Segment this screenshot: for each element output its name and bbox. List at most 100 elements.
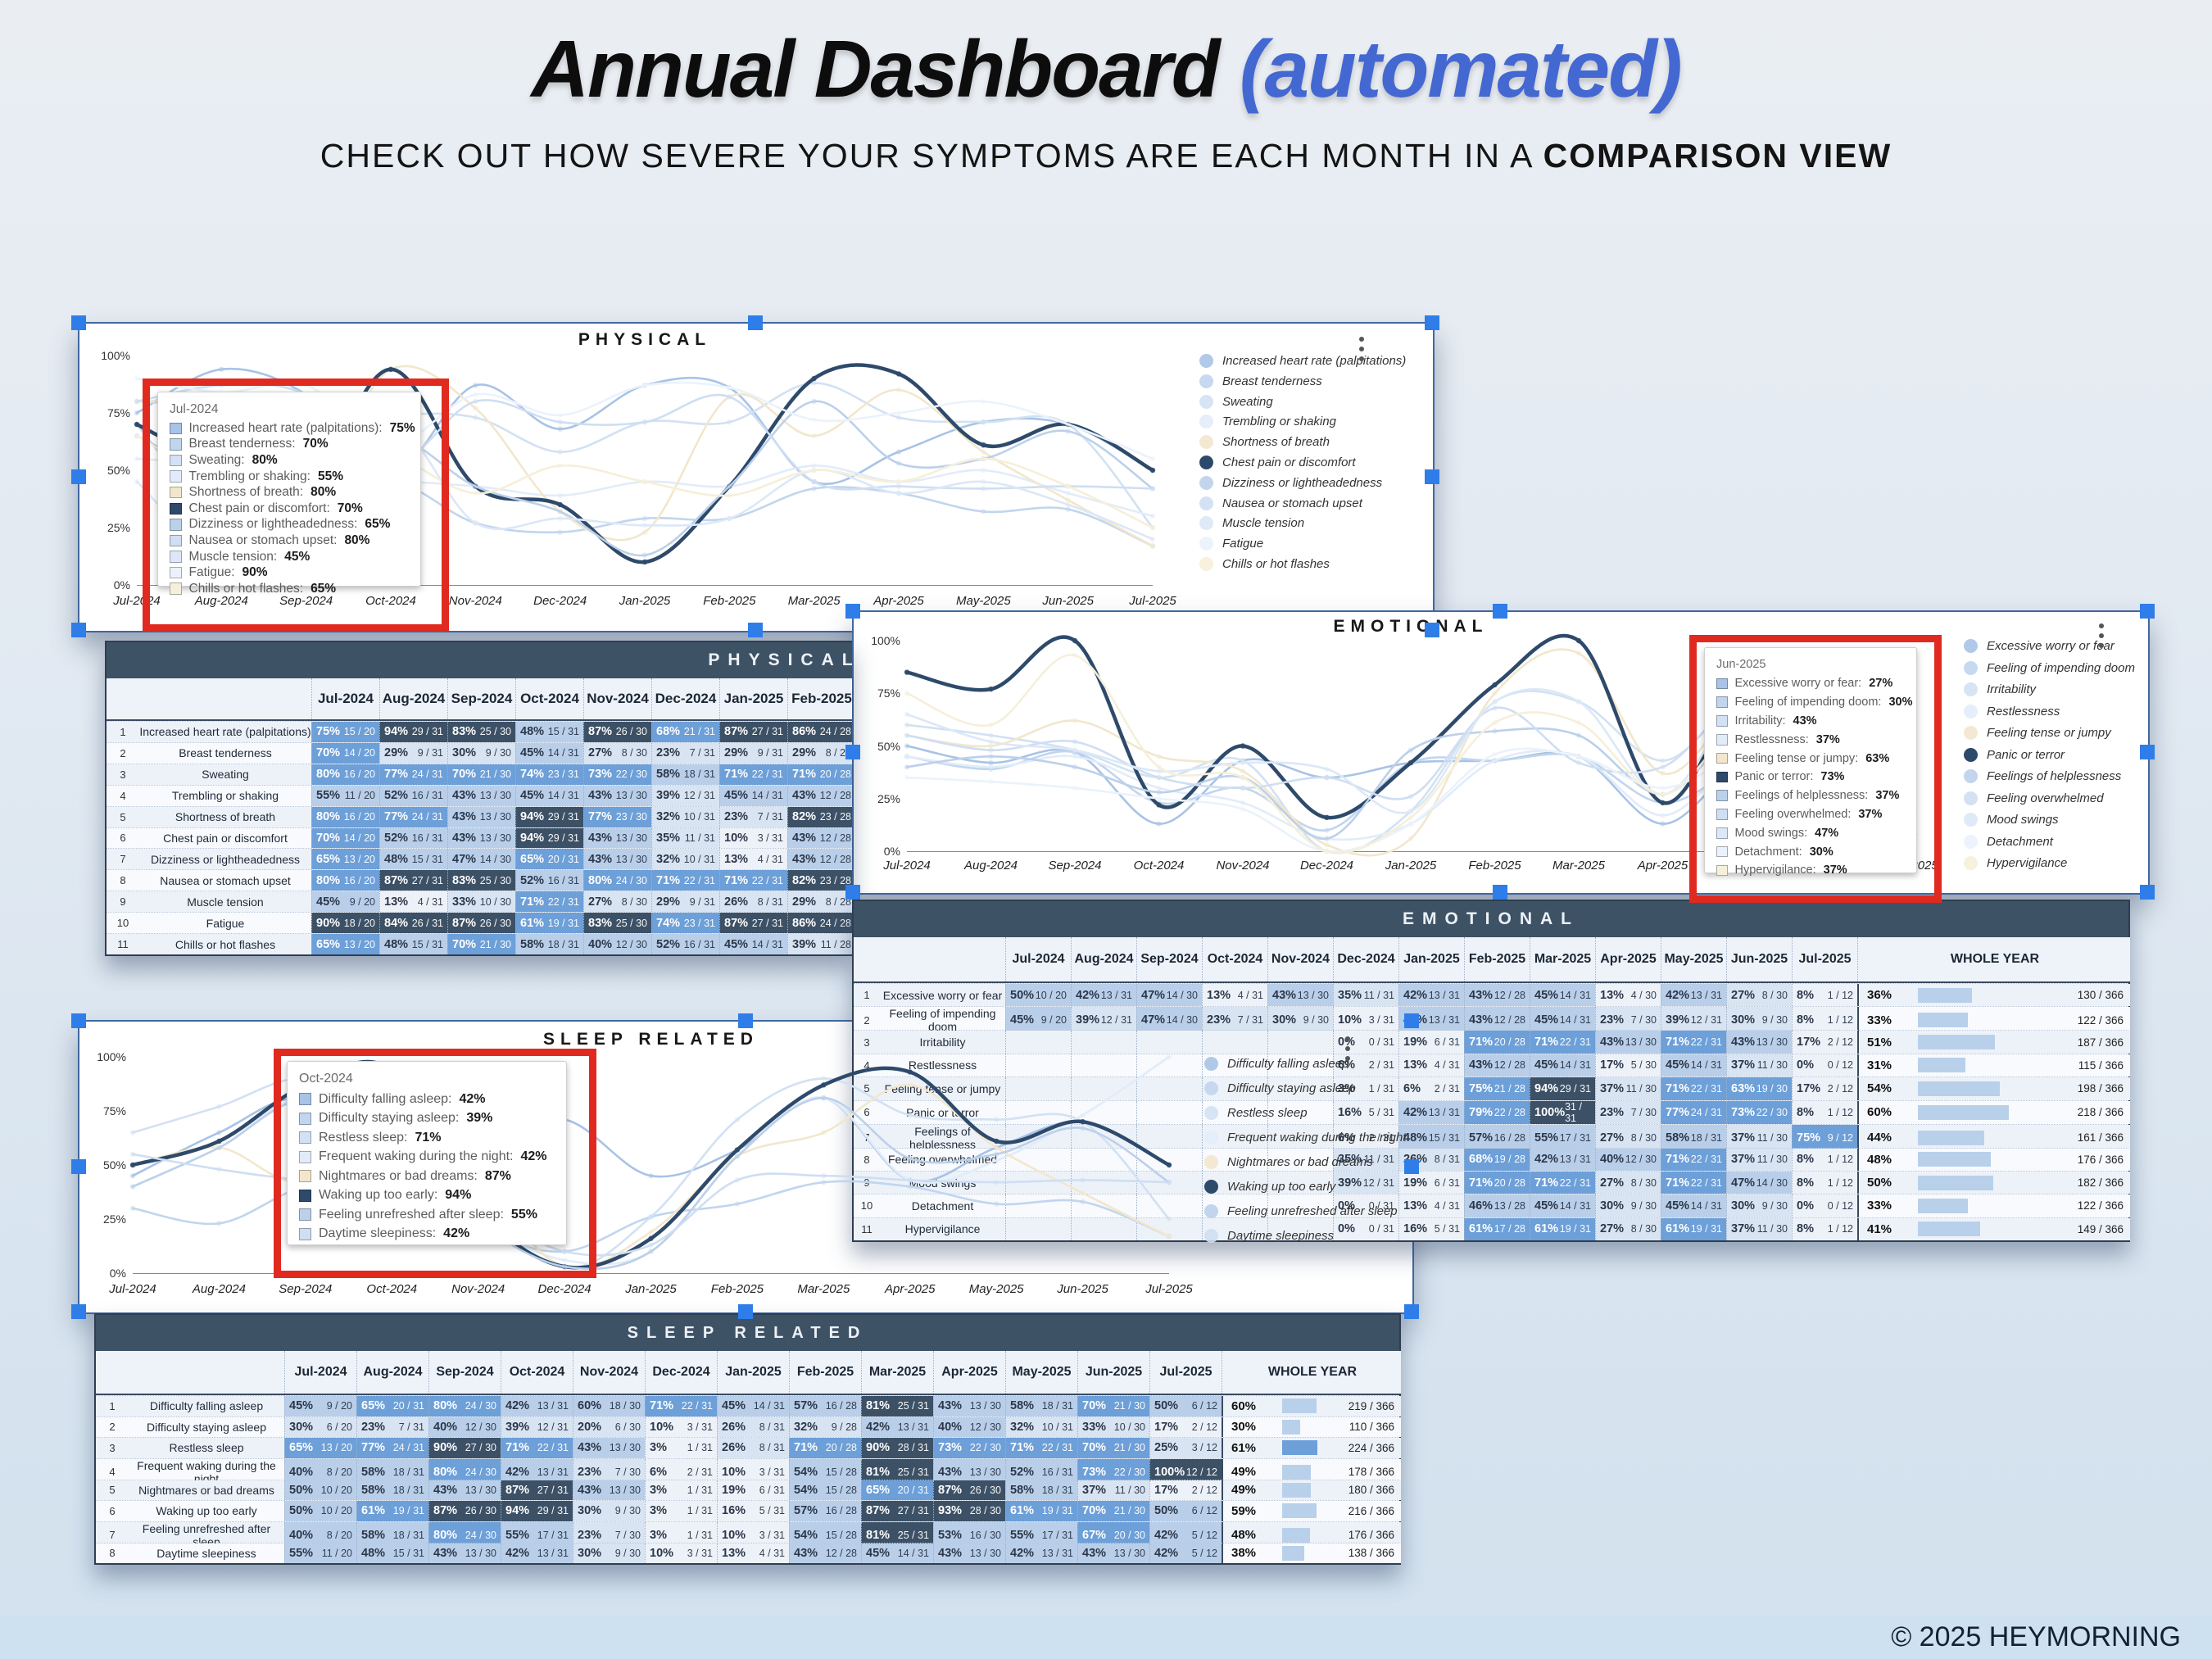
value-cell[interactable]: 39% 12 / 31 bbox=[1071, 1007, 1136, 1034]
whole-year-cell[interactable]: 33% 122 / 366 bbox=[1857, 1194, 2130, 1217]
value-cell[interactable]: 43% 13 / 30 bbox=[583, 827, 651, 849]
value-cell[interactable]: 35% 11 / 31 bbox=[1333, 984, 1398, 1007]
value-cell[interactable]: 43% 13 / 30 bbox=[428, 1480, 501, 1500]
whole-year-cell[interactable]: 60% 219 / 366 bbox=[1222, 1396, 1401, 1416]
month-column-header[interactable]: Jun-2025 bbox=[1726, 937, 1792, 981]
value-cell[interactable]: 43% 13 / 30 bbox=[1267, 984, 1333, 1007]
value-cell[interactable]: 71% 22 / 31 bbox=[719, 870, 787, 891]
value-cell[interactable]: 26%8 / 31 bbox=[717, 1438, 789, 1458]
value-cell[interactable] bbox=[1267, 1100, 1333, 1124]
value-cell[interactable]: 17% 2 / 12 bbox=[1149, 1480, 1222, 1500]
value-cell[interactable]: 71% 22 / 31 bbox=[1661, 1148, 1726, 1171]
value-cell[interactable]: 43% 13 / 30 bbox=[1595, 1031, 1661, 1054]
chart-options-menu-icon[interactable] bbox=[1345, 1036, 1350, 1061]
value-cell[interactable]: 43% 13 / 30 bbox=[583, 785, 651, 806]
value-cell[interactable]: 58% 18 / 31 bbox=[1661, 1124, 1726, 1151]
value-cell[interactable]: 70% 21 / 30 bbox=[1077, 1396, 1149, 1416]
value-cell[interactable]: 8% 1 / 12 bbox=[1792, 1148, 1857, 1171]
value-cell[interactable] bbox=[1136, 1194, 1202, 1217]
value-cell[interactable]: 79% 22 / 28 bbox=[1464, 1100, 1530, 1124]
value-cell[interactable]: 10% 3 / 31 bbox=[1333, 1007, 1398, 1034]
value-cell[interactable]: 48% 15 / 31 bbox=[379, 849, 447, 870]
value-cell[interactable] bbox=[1071, 1148, 1136, 1171]
value-cell[interactable]: 77% 24 / 31 bbox=[356, 1438, 428, 1458]
value-cell[interactable] bbox=[1267, 1194, 1333, 1217]
value-cell[interactable]: 93% 28 / 30 bbox=[933, 1501, 1005, 1521]
value-cell[interactable]: 77% 24 / 31 bbox=[1661, 1100, 1726, 1124]
value-cell[interactable]: 46% 13 / 28 bbox=[1464, 1194, 1530, 1217]
value-cell[interactable] bbox=[1202, 1031, 1267, 1054]
value-cell[interactable]: 90% 18 / 20 bbox=[311, 913, 379, 934]
selection-handle[interactable] bbox=[1493, 604, 1507, 619]
value-cell[interactable]: 29% 9 / 31 bbox=[379, 742, 447, 764]
value-cell[interactable]: 43% 12 / 28 bbox=[787, 849, 852, 870]
value-cell[interactable]: 80% 24 / 30 bbox=[428, 1396, 501, 1416]
value-cell[interactable]: 50% 10 / 20 bbox=[284, 1480, 356, 1500]
month-column-header[interactable]: Apr-2025 bbox=[1595, 937, 1661, 981]
value-cell[interactable]: 45% 14 / 31 bbox=[1661, 1054, 1726, 1077]
value-cell[interactable]: 80% 16 / 20 bbox=[311, 870, 379, 891]
value-cell[interactable]: 81% 25 / 31 bbox=[861, 1396, 933, 1416]
value-cell[interactable]: 71% 20 / 28 bbox=[789, 1438, 861, 1458]
value-cell[interactable]: 43% 12 / 28 bbox=[1464, 1007, 1530, 1034]
value-cell[interactable]: 8% 1 / 12 bbox=[1792, 1171, 1857, 1194]
selection-handle[interactable] bbox=[1493, 885, 1507, 900]
value-cell[interactable]: 71% 22 / 31 bbox=[719, 764, 787, 785]
month-column-header[interactable]: Oct-2024 bbox=[1202, 937, 1267, 981]
value-cell[interactable]: 43% 13 / 30 bbox=[933, 1396, 1005, 1416]
value-cell[interactable]: 52% 16 / 31 bbox=[379, 827, 447, 849]
value-cell[interactable]: 43% 13 / 30 bbox=[573, 1438, 645, 1458]
month-column-header[interactable]: Nov-2024 bbox=[583, 678, 651, 719]
value-cell[interactable]: 27% 8 / 30 bbox=[1726, 984, 1792, 1007]
value-cell[interactable]: 87% 27 / 31 bbox=[379, 870, 447, 891]
value-cell[interactable]: 39% 12 / 31 bbox=[501, 1416, 573, 1437]
value-cell[interactable]: 42%13 / 31 bbox=[501, 1543, 573, 1563]
value-cell[interactable]: 71% 22 / 31 bbox=[501, 1438, 573, 1458]
value-cell[interactable]: 40% 12 / 30 bbox=[933, 1416, 1005, 1437]
value-cell[interactable]: 71% 20 / 28 bbox=[787, 764, 852, 785]
value-cell[interactable]: 65% 13 / 20 bbox=[311, 849, 379, 870]
month-column-header[interactable]: Aug-2024 bbox=[356, 1351, 428, 1394]
value-cell[interactable]: 50% 10 / 20 bbox=[284, 1501, 356, 1521]
value-cell[interactable]: 37% 11 / 30 bbox=[1595, 1077, 1661, 1100]
selection-handle[interactable] bbox=[1425, 469, 1439, 484]
value-cell[interactable] bbox=[1005, 1077, 1071, 1100]
value-cell[interactable]: 10% 3 / 31 bbox=[645, 1416, 717, 1437]
value-cell[interactable]: 71% 20 / 28 bbox=[1464, 1031, 1530, 1054]
value-cell[interactable]: 37% 11 / 30 bbox=[1726, 1124, 1792, 1151]
value-cell[interactable] bbox=[1267, 1171, 1333, 1194]
value-cell[interactable]: 37% 11 / 30 bbox=[1726, 1054, 1792, 1077]
selection-handle[interactable] bbox=[71, 315, 86, 330]
month-column-header[interactable]: Dec-2024 bbox=[1333, 937, 1398, 981]
chart-panel-emotional[interactable]: EMOTIONAL 100% 75% 50% 25% 0% Jul-2024 Aug-2024… bbox=[845, 604, 2155, 903]
month-column-header[interactable]: Jul-2024 bbox=[1005, 937, 1071, 981]
value-cell[interactable]: 61% 19 / 31 bbox=[356, 1501, 428, 1521]
value-cell[interactable]: 43% 13 / 30 bbox=[447, 806, 515, 827]
value-cell[interactable]: 3% 1 / 31 bbox=[645, 1438, 717, 1458]
selection-handle[interactable] bbox=[1404, 1158, 1419, 1174]
value-cell[interactable]: 30% 9 / 30 bbox=[1267, 1007, 1333, 1034]
value-cell[interactable]: 48% 15 / 31 bbox=[515, 722, 583, 742]
selection-handle[interactable] bbox=[71, 1013, 86, 1028]
whole-year-cell[interactable]: 61% 224 / 366 bbox=[1222, 1438, 1401, 1458]
value-cell[interactable]: 0% 0 / 12 bbox=[1792, 1194, 1857, 1217]
whole-year-cell[interactable]: 44% 161 / 366 bbox=[1857, 1124, 2130, 1151]
value-cell[interactable]: 65% 20 / 31 bbox=[515, 849, 583, 870]
value-cell[interactable]: 8% 1 / 12 bbox=[1792, 984, 1857, 1007]
selection-handle[interactable] bbox=[71, 1158, 86, 1174]
value-cell[interactable]: 0% 0 / 31 bbox=[1333, 1194, 1398, 1217]
value-cell[interactable]: 82% 23 / 28 bbox=[787, 870, 852, 891]
value-cell[interactable]: 43% 13 / 30 bbox=[933, 1543, 1005, 1563]
value-cell[interactable]: 45% 14 / 31 bbox=[1530, 1054, 1595, 1077]
value-cell[interactable]: 71% 22 / 31 bbox=[515, 891, 583, 913]
value-cell[interactable]: 42%13 / 31 bbox=[501, 1396, 573, 1416]
value-cell[interactable]: 50% 10 / 20 bbox=[1005, 984, 1071, 1007]
value-cell[interactable]: 43% 12 / 28 bbox=[787, 785, 852, 806]
value-cell[interactable]: 60% 18 / 30 bbox=[573, 1396, 645, 1416]
value-cell[interactable]: 23% 7 / 31 bbox=[1202, 1007, 1267, 1034]
value-cell[interactable]: 19% 6 / 31 bbox=[1398, 1171, 1464, 1194]
value-cell[interactable]: 43% 13 / 30 bbox=[583, 849, 651, 870]
value-cell[interactable]: 45% 14 / 31 bbox=[1530, 1194, 1595, 1217]
value-cell[interactable]: 45% 14 / 31 bbox=[1530, 984, 1595, 1007]
value-cell[interactable]: 40% 12 / 30 bbox=[583, 934, 651, 954]
